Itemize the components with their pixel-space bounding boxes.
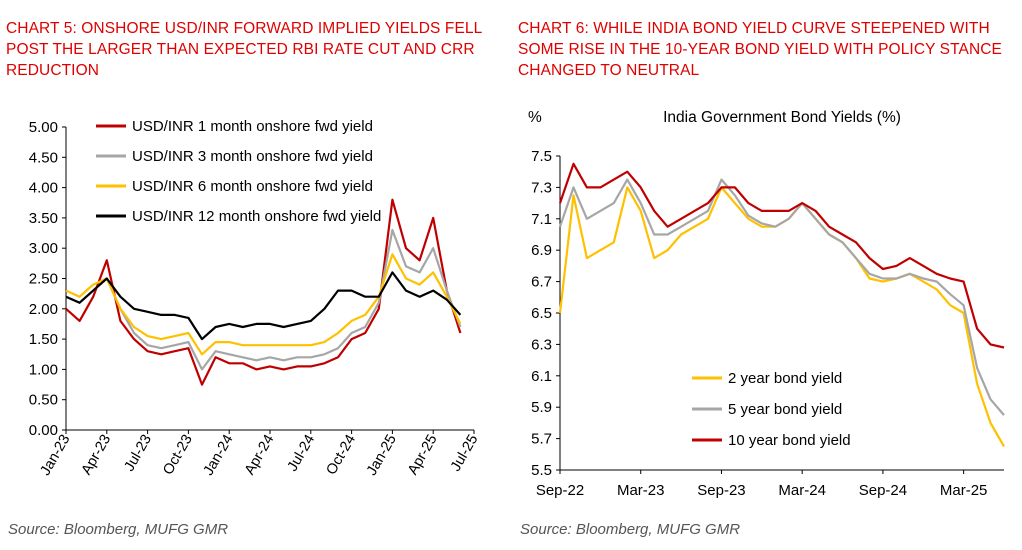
legend-label-3: 10 year bond yield (728, 432, 851, 449)
x-tick-label: Oct-24 (323, 432, 359, 478)
x-tick-label: Sep-22 (536, 482, 584, 499)
y-tick-label: 0.00 (29, 422, 58, 439)
x-tick-label: Apr-25 (405, 432, 441, 478)
x-tick-label: Jul-24 (285, 432, 319, 474)
y-tick-label: 6.5 (531, 305, 552, 322)
y-tick-label: 2.50 (29, 271, 58, 288)
y-tick-label: 6.9 (531, 242, 552, 259)
y-tick-label: 5.5 (531, 462, 552, 479)
y-tick-label: 1.00 (29, 361, 58, 378)
y-tick-label: 5.7 (531, 431, 552, 448)
chart6-plot-title: India Government Bond Yields (%) (663, 109, 901, 126)
chart6-plot: 5.5 5.7 5.9 6.1 6.3 6.5 6.7 6.9 7.1 7.3 7.5 Sep-22 M… (528, 109, 1005, 499)
x-tick-label: Jul-23 (121, 432, 155, 474)
y-tick-label: 7.1 (531, 211, 552, 228)
chart6-y-unit: % (528, 109, 542, 126)
y-tick-label: 1.50 (29, 331, 58, 348)
x-tick-label: Sep-24 (859, 482, 907, 499)
legend-label-3: USD/INR 6 month onshore fwd yield (132, 178, 373, 195)
y-tick-label: 5.9 (531, 399, 552, 416)
series-line-1 (65, 198, 462, 386)
x-tick-label: Mar-24 (778, 482, 826, 499)
x-tick-label: Jan-24 (201, 432, 237, 478)
y-tick-label: 2.00 (29, 301, 58, 318)
chart5-plot: 0.00 0.50 1.00 1.50 2.00 2.50 3.00 3.50 4.00 4.50… (29, 118, 482, 478)
x-tick-label: Apr-24 (242, 432, 278, 478)
chart6-title: CHART 6: WHILE INDIA BOND YIELD CURVE ST… (518, 20, 1002, 79)
x-tick-label: Jan-25 (364, 432, 400, 478)
y-tick-label: 0.50 (29, 392, 58, 409)
chart5-source: Source: Bloomberg, MUFG GMR (8, 521, 229, 538)
series-line-3 (558, 162, 1005, 349)
legend-label-1: USD/INR 1 month onshore fwd yield (132, 118, 373, 135)
y-tick-label: 3.00 (29, 240, 58, 257)
y-tick-label: 7.3 (531, 179, 552, 196)
y-tick-label: 6.7 (531, 274, 552, 291)
series-line-4 (65, 271, 462, 341)
x-tick-label: Mar-25 (940, 482, 988, 499)
chart5-panel: CHART 5: ONSHORE USD/INR FORWARD IMPLIED… (6, 20, 482, 538)
legend-label-2: 5 year bond yield (728, 401, 842, 418)
y-tick-label: 7.5 (531, 148, 552, 165)
x-tick-label: Oct-23 (160, 432, 196, 478)
x-tick-label: Sep-23 (697, 482, 745, 499)
x-tick-label: Apr-23 (79, 432, 115, 478)
legend-label-2: USD/INR 3 month onshore fwd yield (132, 148, 373, 165)
series-line-2 (65, 228, 462, 371)
x-tick-label: Mar-23 (617, 482, 665, 499)
y-tick-label: 3.50 (29, 210, 58, 227)
y-tick-label: 4.00 (29, 180, 58, 197)
y-tick-label: 6.1 (531, 368, 552, 385)
y-tick-label: 5.00 (29, 119, 58, 136)
legend-label-4: USD/INR 12 month onshore fwd yield (132, 208, 381, 225)
chart6-source: Source: Bloomberg, MUFG GMR (520, 521, 741, 538)
series-line-2 (558, 178, 1005, 416)
chart5-title: CHART 5: ONSHORE USD/INR FORWARD IMPLIED… (6, 20, 482, 79)
x-tick-label: Jul-25 (448, 432, 482, 474)
legend-label-1: 2 year bond yield (728, 370, 842, 387)
y-tick-label: 6.3 (531, 336, 552, 353)
chart6-panel: CHART 6: WHILE INDIA BOND YIELD CURVE ST… (512, 0, 1022, 550)
series-line-3 (65, 253, 462, 356)
y-tick-label: 4.50 (29, 149, 58, 166)
